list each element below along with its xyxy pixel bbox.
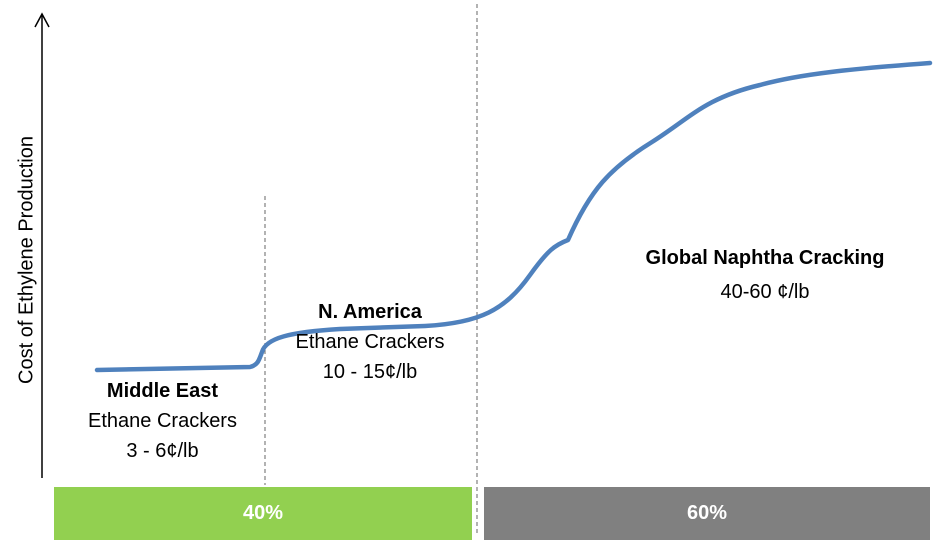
y-axis-arrowhead [34, 12, 50, 28]
region-middle-east: Middle East Ethane Crackers 3 - 6¢/lb [40, 376, 285, 466]
region-cost: 3 - 6¢/lb [126, 440, 199, 462]
region-n-america: N. America Ethane Crackers 10 - 15¢/lb [270, 297, 470, 387]
region-cost: 10 - 15¢/lb [322, 361, 418, 383]
region-detail: Ethane Crackers [88, 410, 237, 432]
capacity-bar-label: 60% [686, 502, 728, 524]
region-cost: 40-60 ¢/lb [720, 281, 810, 303]
capacity-bar-ethane: 40% [54, 487, 472, 540]
capacity-bar-naphtha: 60% [484, 487, 930, 540]
y-axis-label: Cost of Ethylene Production [15, 136, 38, 384]
region-global-naphtha: Global Naphtha Cracking 40-60 ¢/lb [595, 241, 933, 309]
region-name: N. America [318, 301, 422, 323]
region-name: Middle East [106, 380, 219, 402]
cost-curve-line [94, 60, 933, 373]
capacity-bar-label: 40% [242, 502, 284, 524]
region-name: Global Naphtha Cracking [645, 247, 885, 269]
region-detail: Ethane Crackers [295, 331, 445, 353]
